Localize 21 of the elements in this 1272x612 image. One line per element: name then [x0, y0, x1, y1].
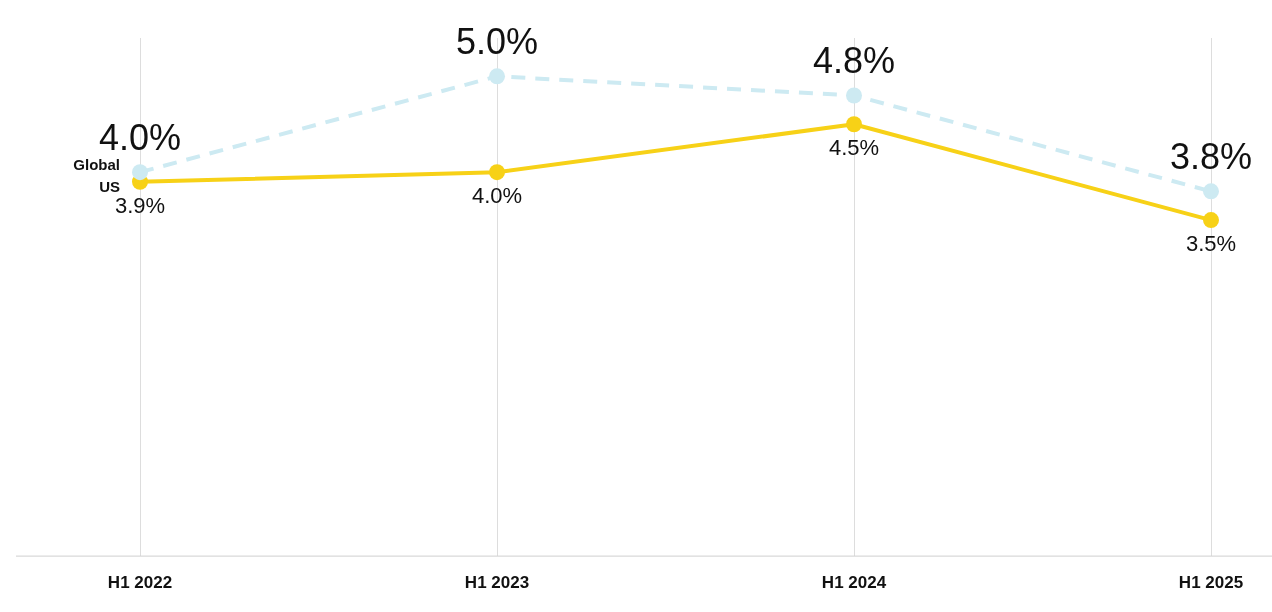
series-label: US: [99, 177, 120, 195]
data-label: 4.0%: [98, 117, 182, 159]
data-label: 4.0%: [471, 183, 523, 209]
point: [489, 164, 505, 181]
series-label: Global: [73, 156, 120, 174]
data-label: 5.0%: [455, 21, 539, 63]
x-tick-label: H1 2022: [107, 573, 173, 593]
x-tick-label: H1 2025: [1178, 573, 1244, 593]
data-label: 3.8%: [1169, 136, 1253, 178]
x-tick-label: H1 2023: [464, 573, 530, 593]
x-tick-label: H1 2024: [821, 573, 887, 593]
point: [1203, 183, 1219, 200]
data-label: 4.8%: [812, 40, 896, 82]
data-label: 3.5%: [1185, 231, 1237, 257]
point: [846, 116, 862, 133]
data-label: 4.5%: [828, 135, 880, 161]
point: [1203, 212, 1219, 229]
point: [489, 68, 505, 85]
point: [846, 87, 862, 104]
point: [132, 164, 148, 181]
data-label: 3.9%: [114, 192, 166, 218]
